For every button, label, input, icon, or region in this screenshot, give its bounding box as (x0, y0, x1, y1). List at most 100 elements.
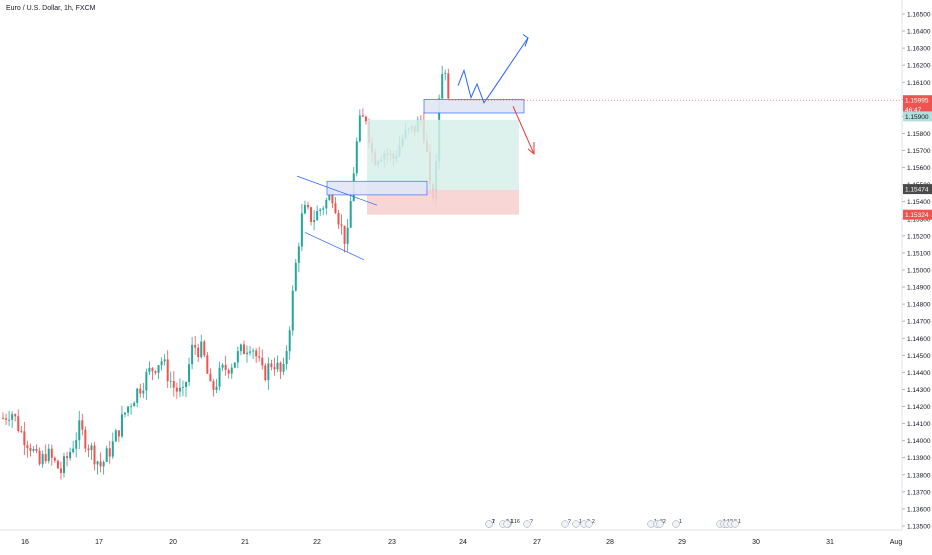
time-tick-label: 23 (388, 539, 396, 546)
price-label-badge (903, 95, 932, 106)
candle-body (90, 445, 93, 451)
candle-body (261, 357, 264, 366)
candle-body (75, 440, 78, 449)
bullish-arrow-head (522, 34, 529, 47)
candle-body (56, 460, 59, 469)
candle-body (136, 388, 139, 403)
candle-body (20, 431, 23, 432)
price-label-text: 1.15324 (905, 212, 929, 219)
candle-body (2, 418, 4, 419)
candle-body (178, 387, 181, 392)
price-label-badge (903, 209, 932, 220)
candle-body (23, 431, 26, 446)
candle-body (96, 461, 99, 465)
price-tick-label: 1.14500 (907, 353, 931, 360)
candle-body (188, 364, 191, 383)
candle-body (297, 246, 300, 263)
time-tick-label: 21 (241, 539, 249, 546)
candle-body (99, 461, 102, 467)
candle-body (172, 380, 175, 388)
candle-body (200, 341, 203, 358)
support-zone-box (326, 180, 428, 196)
candle-body (349, 200, 352, 228)
price-tick-label: 1.15400 (907, 199, 931, 206)
channel-lower-line (304, 232, 365, 261)
candle-body (78, 420, 81, 441)
event-badge (572, 520, 580, 528)
candle-body (258, 356, 261, 358)
time-tick-label: 22 (313, 539, 321, 546)
candle-body (441, 73, 444, 99)
candle-body (242, 344, 245, 355)
price-tick-label: 1.14100 (907, 421, 931, 428)
candle-body (230, 367, 233, 374)
candle-body (32, 448, 35, 451)
price-label-badge (903, 184, 932, 195)
price-tick-label: 1.15300 (907, 216, 931, 223)
candle-body (355, 141, 358, 174)
price-tick-label: 1.15000 (907, 268, 931, 275)
candle-body (282, 363, 285, 372)
time-tick-label: 20 (169, 539, 177, 546)
resistance-zone-box (423, 98, 525, 114)
candle-body (148, 367, 151, 373)
candle-body (319, 209, 322, 211)
candle-body (127, 406, 130, 413)
candle-body (26, 445, 29, 448)
bearish-arrow-head (527, 142, 535, 156)
candle-body (358, 115, 361, 142)
bullish-projection-path (457, 37, 529, 104)
price-tick-label: 1.15700 (907, 148, 931, 155)
price-tick-label: 1.13600 (907, 506, 931, 513)
price-tick-label: 1.15600 (907, 165, 931, 172)
candle-body (41, 454, 44, 465)
candle-body (145, 372, 148, 391)
candle-body (239, 344, 242, 352)
candle-body (346, 227, 349, 244)
event-badge (585, 520, 593, 528)
candle-body (246, 352, 248, 355)
event-badge (656, 520, 664, 528)
candle-body (343, 225, 346, 244)
candle-body (361, 115, 364, 117)
candle-body (175, 387, 178, 392)
candle-body (169, 380, 172, 382)
candle-body (334, 203, 337, 213)
candle-body (300, 213, 303, 247)
candle-body (340, 224, 343, 226)
candle-body (316, 210, 319, 221)
candle-body (8, 419, 11, 421)
candle-body (154, 371, 157, 373)
candle-body (444, 73, 447, 75)
candle-body (72, 448, 75, 453)
candle-body (447, 73, 450, 99)
event-badge (523, 520, 531, 528)
candle-body (5, 418, 8, 420)
price-label-badge (903, 104, 932, 115)
price-tick-label: 1.14600 (907, 336, 931, 343)
candle-body (221, 364, 224, 368)
candle-body (63, 456, 65, 473)
candle-body (44, 454, 47, 462)
position-profit-zone (367, 119, 519, 190)
candle-body (206, 355, 209, 374)
candle-body (35, 448, 38, 451)
candle-body (270, 363, 273, 368)
candle-body (84, 429, 87, 449)
candle-body (331, 194, 334, 204)
candle-body (307, 205, 309, 208)
candle-body (288, 330, 291, 352)
event-badge-count: ? (492, 519, 495, 525)
candle-body (303, 205, 306, 214)
candle-body (53, 457, 56, 461)
candle-body (197, 347, 200, 358)
candle-body (66, 456, 69, 459)
event-badge-count: 1 (679, 519, 682, 525)
candle-body (209, 373, 212, 382)
time-tick-label: Aug (890, 539, 903, 546)
candle-body (139, 388, 142, 394)
candle-body (59, 468, 62, 473)
candle-body (276, 362, 279, 370)
